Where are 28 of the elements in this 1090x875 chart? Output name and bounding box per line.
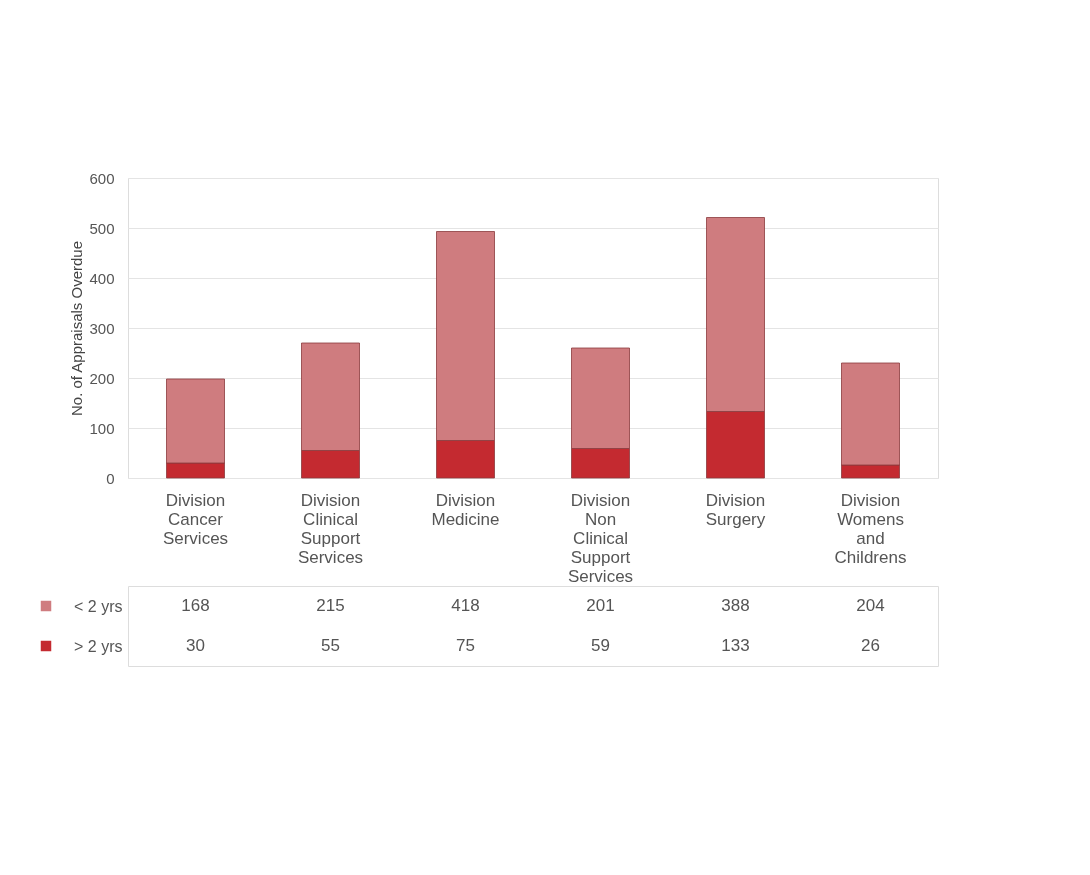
data-label: 133 <box>721 636 750 655</box>
y-tick-label: 300 <box>89 319 115 337</box>
legend-label: < 2 yrs <box>74 597 123 615</box>
data-label: 201 <box>586 596 615 615</box>
x-tick-label: Division Medicine <box>431 490 500 529</box>
legend-label: > 2 yrs <box>74 637 123 655</box>
data-label: 30 <box>186 636 205 655</box>
x-tick-label: Division Surgery <box>705 490 766 529</box>
y-tick-label: 500 <box>89 219 115 237</box>
y-tick-label: 200 <box>89 369 115 387</box>
data-label: 388 <box>721 596 750 615</box>
data-label: 75 <box>456 636 475 655</box>
x-tick-label: Division Womens and Childrens <box>834 490 907 567</box>
y-tick-label: 100 <box>89 419 115 437</box>
y-axis-title: No. of Appraisals Overdue <box>68 240 86 417</box>
data-label: 215 <box>316 596 345 615</box>
data-label: 418 <box>451 596 480 615</box>
data-label: 168 <box>181 596 210 615</box>
data-label: 26 <box>861 636 880 655</box>
y-tick-label: 400 <box>89 269 115 287</box>
x-tick-label: Division Cancer Services <box>162 490 229 548</box>
x-tick-label: Division Clinical Support Services <box>297 490 364 567</box>
data-label: 59 <box>591 636 610 655</box>
y-tick-label: 600 <box>89 169 115 187</box>
data-label: 55 <box>321 636 340 655</box>
y-tick-label: 0 <box>106 469 115 487</box>
x-tick-label: Division Non Clinical Support Services <box>567 490 634 586</box>
data-label: 204 <box>856 596 885 615</box>
